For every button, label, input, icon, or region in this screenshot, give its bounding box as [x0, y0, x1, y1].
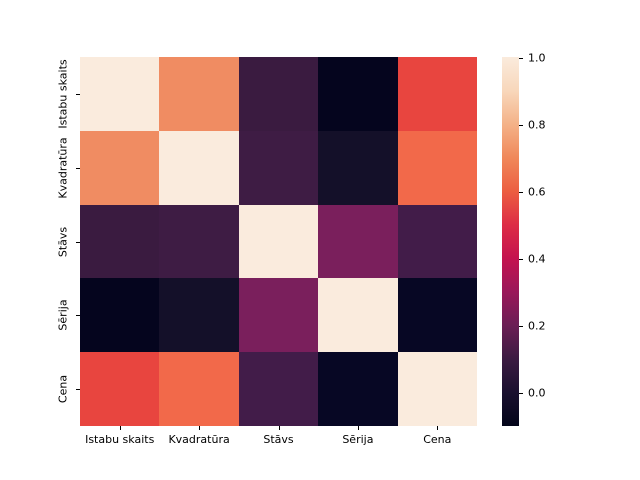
x-axis-tick-4: [437, 426, 439, 430]
y-axis-tick-0: [76, 93, 80, 95]
heatmap-cell-0-3: [318, 57, 398, 131]
heatmap-cell-3-4: [397, 278, 477, 353]
y-axis-tick-3: [76, 315, 80, 317]
heatmap-cell-2-2: [238, 204, 319, 279]
x-axis-label-serija: Sērija: [342, 433, 374, 446]
x-axis-label-stavs: Stāvs: [263, 433, 294, 446]
x-axis-tick-3: [357, 426, 359, 430]
y-axis-tick-2: [76, 241, 80, 243]
x-axis-label-cena: Cena: [423, 433, 452, 446]
colorbar-tick-label-0.4: 0.4: [528, 252, 546, 265]
heatmap-cell-1-4: [397, 130, 477, 205]
heatmap-cell-4-1: [159, 352, 239, 426]
heatmap-cell-4-3: [318, 352, 398, 426]
heatmap-cell-1-1: [159, 130, 239, 205]
heatmap-cell-4-4: [397, 352, 477, 426]
heatmap-plot-area: [80, 57, 477, 426]
colorbar-tick-4: [519, 325, 523, 327]
colorbar-tick-0: [519, 57, 523, 59]
colorbar-tick-label-0.6: 0.6: [528, 185, 546, 198]
x-axis-label-kvadratura: Kvadratūra: [168, 433, 230, 446]
heatmap-cell-0-0: [80, 57, 160, 131]
heatmap-cell-0-4: [397, 57, 477, 131]
colorbar-tick-label-1.0: 1.0: [528, 51, 546, 64]
colorbar: [502, 57, 519, 426]
heatmap-cell-2-3: [318, 204, 398, 279]
y-axis-label-serija: Sērija: [56, 299, 70, 331]
y-axis-tick-4: [76, 389, 80, 391]
x-axis-tick-0: [119, 426, 121, 430]
heatmap-cell-0-2: [238, 57, 319, 131]
colorbar-tick-label-0.2: 0.2: [528, 319, 546, 332]
heatmap-cell-2-4: [397, 204, 477, 279]
y-axis-tick-1: [76, 167, 80, 169]
heatmap-cell-3-0: [80, 278, 160, 353]
heatmap-cell-1-0: [80, 130, 160, 205]
heatmap-cell-3-1: [159, 278, 239, 353]
x-axis-tick-1: [199, 426, 201, 430]
colorbar-tick-5: [519, 392, 523, 394]
y-axis-label-stavs: Stāvs: [56, 226, 70, 257]
heatmap-cell-4-0: [80, 352, 160, 426]
heatmap-cell-3-2: [238, 278, 319, 353]
heatmap-cell-0-1: [159, 57, 239, 131]
heatmap-cell-3-3: [318, 278, 398, 353]
y-axis-label-kvadratura: Kvadratūra: [56, 137, 70, 199]
heatmap-cell-1-2: [238, 130, 319, 205]
heatmap-cell-1-3: [318, 130, 398, 205]
colorbar-tick-label-0.0: 0.0: [528, 386, 546, 399]
colorbar-tick-2: [519, 191, 523, 193]
heatmap-cell-2-0: [80, 204, 160, 279]
y-axis-label-istabu-skaits: Istabu skaits: [56, 59, 70, 129]
heatmap-cell-4-2: [238, 352, 319, 426]
colorbar-tick-3: [519, 258, 523, 260]
colorbar-tick-label-0.8: 0.8: [528, 118, 546, 131]
heatmap-cell-2-1: [159, 204, 239, 279]
y-axis-label-cena: Cena: [56, 375, 70, 404]
x-axis-label-istabu-skaits: Istabu skaits: [85, 433, 155, 446]
colorbar-tick-1: [519, 124, 523, 126]
x-axis-tick-2: [278, 426, 280, 430]
